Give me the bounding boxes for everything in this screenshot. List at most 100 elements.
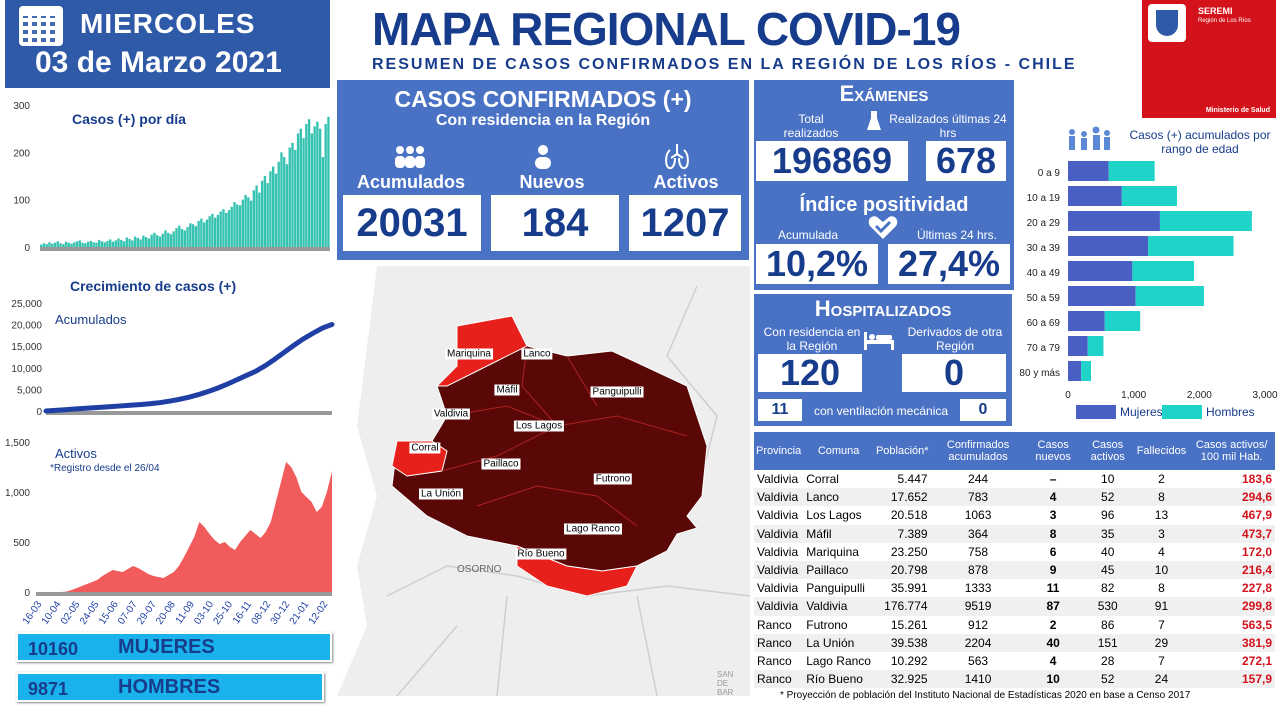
daily-bar: [258, 192, 261, 247]
age-bar-women: [1068, 211, 1160, 231]
daily-bar: [194, 226, 198, 247]
new-value: 184: [491, 195, 619, 251]
table-row: Valdivia Panguipulli 35.991 1333 11 82 8 227,8: [754, 579, 1275, 597]
table-cell: Valdivia: [757, 581, 799, 596]
growth-line: [43, 321, 335, 414]
daily-bar: [219, 211, 222, 247]
active-xtick: 24-05: [78, 599, 102, 627]
active-xtick: 16-03: [21, 599, 45, 627]
daily-bar: [48, 242, 51, 247]
table-cell: 1410: [964, 672, 992, 687]
table-cell: 227,8: [1241, 581, 1272, 596]
calendar-icon: [19, 6, 63, 46]
table-cell: 4: [1158, 544, 1165, 559]
daily-bar: [183, 230, 186, 247]
daily-bar: [144, 237, 148, 247]
table-cell: 86: [1101, 617, 1115, 632]
active-ytick: 1,000: [5, 488, 30, 499]
legend-women-swatch: [1076, 405, 1116, 419]
age-category: 80 y más: [1019, 368, 1060, 379]
confirmed-title: CASOS CONFIRMADOS (+): [394, 86, 692, 112]
daily-bar: [291, 142, 294, 247]
table-cell: 4: [1049, 653, 1057, 668]
pos-acc-value: 10,2%: [756, 243, 878, 284]
daily-bar: [318, 128, 322, 247]
table-row: Valdivia Valdivia 176.774 9519 87 530 91 299,8: [754, 597, 1275, 616]
men-count: 9871: [28, 679, 69, 699]
daily-bar: [299, 128, 302, 247]
daily-bar: [272, 166, 275, 247]
map-svg: [337, 266, 751, 697]
daily-bar: [244, 194, 247, 247]
women-bar: 10160 MUJERES: [16, 632, 332, 662]
age-bar-women: [1068, 261, 1133, 281]
vent-label: con ventilación mecánica: [813, 404, 949, 418]
daily-bar: [285, 164, 289, 247]
daily-bar: [78, 240, 82, 247]
hospital-panel: Hospitalizados Con residencia en la Regi…: [754, 294, 1012, 426]
table-cell: Lago Ranco: [806, 653, 871, 668]
table-row: Valdivia Paillaco 20.798 878 9 45 10 216,4: [754, 560, 1275, 580]
table-cell: 10: [1101, 472, 1115, 487]
table-row: Valdivia Máfil 7.389 364 8 35 3 473,7: [754, 524, 1275, 543]
age-bar-women: [1068, 336, 1088, 356]
table-cell: 7: [1158, 617, 1165, 632]
age-bar-men: [1132, 261, 1195, 281]
daily-bar: [122, 241, 126, 247]
daily-bar: [128, 238, 131, 247]
legend-men-label: Hombres: [1206, 405, 1255, 419]
table-cell: 1063: [964, 508, 992, 523]
daily-ytick: 300: [13, 101, 30, 112]
daily-bar: [238, 205, 242, 247]
table-cell: 157,9: [1241, 672, 1272, 687]
age-bar-women: [1068, 286, 1136, 306]
flask-icon: [867, 111, 881, 130]
logo-title: SEREMI: [1198, 6, 1233, 16]
table-row: Ranco La Unión 39.538 2204 40 151 29 381,9: [754, 633, 1275, 652]
age-category: 40 a 49: [1027, 268, 1061, 279]
map-label-mariquina: Mariquina: [445, 348, 493, 360]
daily-bar: [95, 242, 98, 247]
pos-acc-label: Acumulada: [777, 228, 839, 242]
daily-bar: [136, 238, 140, 247]
daily-bar: [327, 116, 330, 247]
map-label-paillaco: Paillaco: [481, 458, 521, 470]
daily-bar: [222, 209, 225, 247]
age-bar-men: [1087, 336, 1104, 356]
table-cell: 9519: [964, 599, 992, 614]
daily-bar: [230, 206, 233, 247]
daily-bar: [175, 228, 178, 247]
daily-bar: [45, 244, 48, 247]
map-label-lagoranco: Lago Ranco: [564, 523, 622, 535]
comunas-table: Provincia Comuna Población* Confirmados acu…: [754, 432, 1275, 689]
table-cell: 20.518: [890, 508, 928, 523]
table-cell: 39.538: [890, 635, 928, 650]
age-bar-women: [1068, 236, 1149, 256]
report-date: 03 de Marzo 2021: [35, 46, 282, 79]
daily-bar: [277, 161, 280, 247]
total-exams-value: 196869: [756, 140, 908, 181]
confirmed-subtitle: Con residencia en la Región: [435, 112, 651, 129]
age-bar-men: [1135, 286, 1204, 306]
logo-subtitle: Región de Los Ríos: [1198, 18, 1251, 24]
age-chart: 0 a 9 10 a 19 20 a 29 30 a 39 40 a 49 50 a 59…: [1019, 161, 1278, 419]
table-row: Valdivia Mariquina 23.250 758 6 40 4 172,0: [754, 543, 1275, 561]
table-header-cell: Casos activos: [1080, 432, 1135, 470]
table-cell: 8: [1049, 526, 1057, 541]
daily-bar: [263, 176, 267, 247]
table-cell: Valdivia: [757, 508, 799, 523]
table-cell: Ranco: [757, 617, 792, 632]
table-cell: Futrono: [806, 617, 848, 632]
table-cell: Ranco: [757, 672, 792, 687]
table-cell: Ranco: [757, 653, 792, 668]
table-cell: 244: [968, 472, 989, 487]
active-area: [36, 462, 332, 592]
active-ytick: 0: [24, 588, 30, 599]
growth-ytick: 10,000: [11, 364, 42, 375]
coat-of-arms-icon: [1148, 4, 1186, 42]
daily-bar: [172, 231, 175, 247]
active-ytick: 500: [13, 538, 30, 549]
logo-ministry: Ministerio de Salud: [1205, 107, 1270, 114]
table-cell: 96: [1101, 508, 1115, 523]
daily-bar: [109, 239, 112, 247]
